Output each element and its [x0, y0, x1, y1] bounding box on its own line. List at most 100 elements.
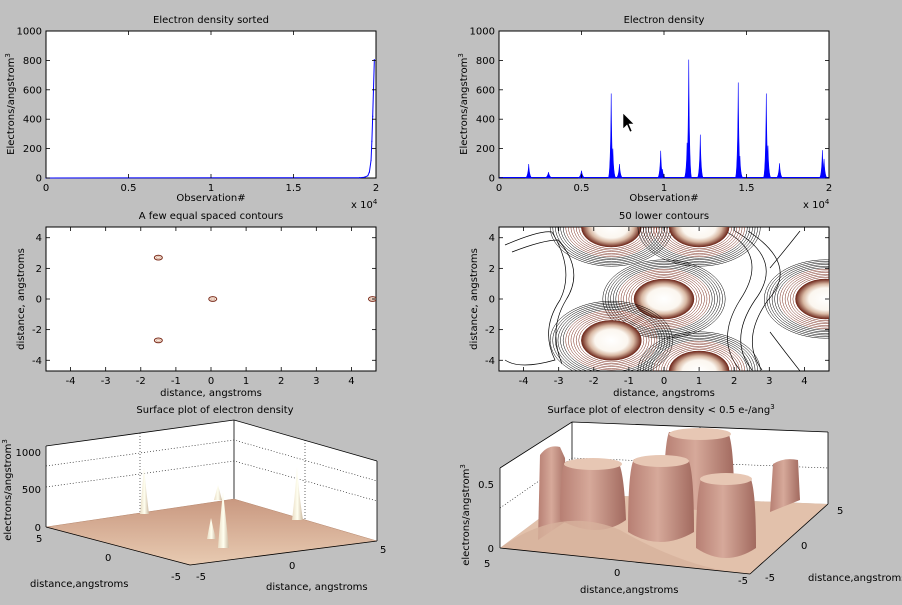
contour-ring	[658, 344, 740, 371]
data-series	[499, 59, 829, 179]
density-peak	[820, 158, 828, 179]
contour-ring	[648, 227, 751, 261]
y-tick-label: 800	[23, 56, 42, 67]
y-tick-label: -4	[32, 356, 42, 367]
contour-line	[511, 239, 575, 365]
contour-ring	[557, 227, 665, 262]
contour-peak	[669, 227, 730, 247]
contour-ring	[769, 262, 829, 336]
surface-spike	[140, 467, 149, 514]
contour-ring	[779, 269, 829, 329]
contour-ring	[640, 227, 758, 265]
x-tick-label: 4	[801, 376, 807, 387]
contour-ring	[602, 259, 726, 339]
contour-line	[769, 331, 801, 371]
y-tick-label: 0	[489, 295, 495, 306]
contour-ring	[156, 339, 161, 342]
panel-surface-full: Surface plot of electron density 1000 50…	[1, 405, 386, 593]
contour-ring	[549, 300, 673, 371]
contour-ring	[790, 275, 829, 323]
contour-ring	[653, 227, 745, 257]
chart-title: 50 lower contours	[619, 211, 709, 222]
contour-ring	[628, 275, 700, 323]
contour-ring	[565, 310, 658, 371]
plateau-top	[564, 458, 622, 470]
contour-peak	[634, 279, 694, 319]
y-tick-label: 4	[36, 233, 42, 244]
density-peak	[764, 145, 772, 179]
x-axis	[499, 547, 751, 575]
contour-ring	[774, 265, 829, 333]
x-tick-label: 1	[243, 376, 249, 387]
x-tick-label: 2	[373, 183, 379, 194]
x-exponent: x 104	[351, 198, 378, 211]
contour-ring	[570, 227, 652, 254]
x-tick-label: -3	[554, 376, 564, 387]
mouse-cursor-icon	[622, 112, 635, 133]
x-tick-label: 2	[731, 376, 737, 387]
y-tick-label: 600	[476, 85, 495, 96]
x-tick-label: 0	[496, 183, 502, 194]
x-tick-label: -2	[589, 376, 599, 387]
x-tick-label: 0	[105, 553, 111, 564]
z-tick-label: 500	[22, 485, 41, 496]
y-tick-label: 0	[801, 541, 807, 552]
contour-set	[153, 254, 376, 344]
contour-ring	[650, 227, 748, 259]
data-point	[373, 59, 375, 61]
y-axis-label: Electrons/angstrom3	[4, 53, 17, 155]
contour-peak	[153, 254, 163, 261]
x-tick-label: 2	[826, 183, 832, 194]
contour-ring	[560, 307, 663, 371]
contour-set	[504, 227, 829, 371]
contour-line	[769, 230, 801, 269]
contour-ring	[782, 270, 829, 328]
contour-ring	[552, 227, 671, 265]
y-tick-label: 5	[837, 506, 843, 517]
contour-ring	[777, 267, 829, 331]
y-tick-label: 2	[489, 264, 495, 275]
contour-ring	[666, 349, 732, 371]
density-peak	[609, 148, 617, 179]
data-point	[358, 177, 361, 179]
x-axis-label: Observation#	[629, 193, 698, 204]
y-axis	[749, 503, 829, 575]
x-tick-label: 2	[278, 376, 284, 387]
contour-ring	[612, 265, 716, 333]
data-point	[367, 175, 369, 177]
surface-plateau	[560, 462, 626, 530]
contour-line	[747, 230, 781, 371]
z-tick-label: 1000	[16, 448, 41, 459]
contour-ring	[631, 277, 697, 321]
contour-ring	[156, 256, 161, 259]
contour-ring	[578, 227, 645, 249]
contour-ring	[623, 272, 705, 326]
x-axis	[45, 526, 191, 566]
chart-title: A few equal spaced contours	[139, 211, 284, 222]
x-axis-label: distance, angstroms	[160, 388, 262, 399]
y-tick-label: 400	[23, 115, 42, 126]
x-tick-label: 0.5	[574, 183, 590, 194]
x-tick-label: 3	[766, 376, 772, 387]
contour-ring	[568, 227, 655, 256]
contour-ring	[620, 270, 708, 328]
x-tick-label: 0.5	[121, 183, 137, 194]
x-tick-label: 0	[43, 183, 49, 194]
y-tick-label: 0	[289, 561, 295, 572]
x-tick-label: -3	[101, 376, 111, 387]
axes: 0 0.5 1 1.5 2 0 200 400 600 800 1000	[17, 27, 380, 195]
contour-ring	[605, 261, 723, 337]
contour-ring	[642, 334, 756, 371]
surface-front-slope	[500, 520, 750, 574]
y-tick-label: 200	[476, 144, 495, 155]
x-tick-label: -4	[519, 376, 529, 387]
y-axis	[189, 540, 378, 566]
x-tick-label: 0	[208, 376, 214, 387]
contour-ring	[655, 342, 743, 371]
surface-spike	[218, 492, 229, 548]
x-tick-label: -1	[171, 376, 181, 387]
y-tick-label: 4	[489, 233, 495, 244]
x-tick-label: 1	[696, 376, 702, 387]
y-tick-label: 0	[36, 174, 42, 185]
y-axis-label: Electrons/angstrom3	[457, 53, 470, 155]
